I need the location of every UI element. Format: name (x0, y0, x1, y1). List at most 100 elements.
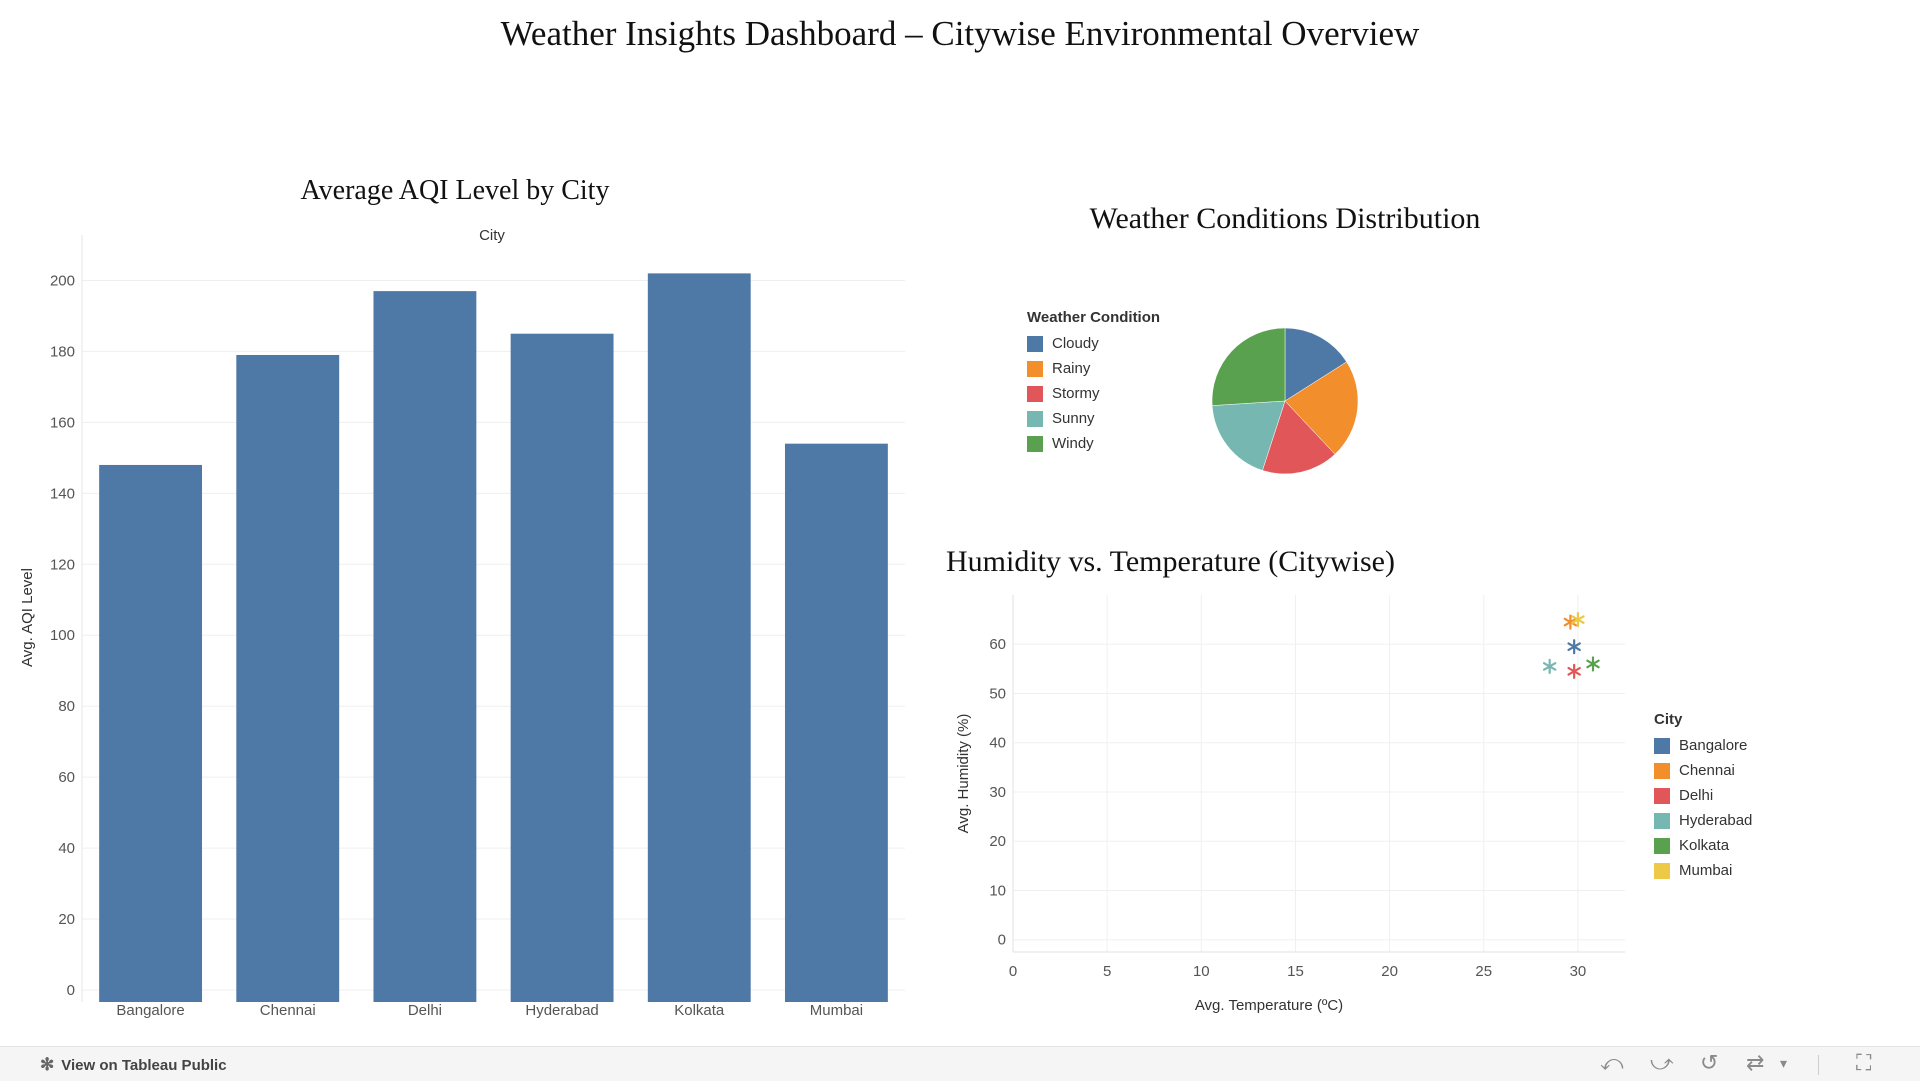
legend-label: Stormy (1052, 385, 1100, 402)
city-legend-item-hyderabad[interactable]: Hyderabad (1654, 808, 1752, 833)
bar-x-tick-label: Bangalore (116, 1002, 184, 1019)
asterisk-stroke (1542, 662, 1557, 671)
asterisk-stroke (1567, 642, 1581, 652)
scatter-point-hyderabad (1542, 658, 1557, 675)
bar-chennai (236, 354, 340, 1002)
city-legend-item-mumbai[interactable]: Mumbai (1654, 858, 1752, 883)
dashboard-title: Weather Insights Dashboard – Citywise En… (500, 14, 1420, 53)
legend-swatch (1654, 737, 1670, 754)
pie-slice-cloudy (1284, 327, 1347, 402)
bar-kolkata (647, 273, 751, 1002)
bar-y-tick-label: 140 (50, 485, 75, 502)
scatter-chart-title: Humidity vs. Temperature (Citywise) (946, 545, 1395, 578)
scatter-point-delhi (1567, 663, 1581, 679)
bar-y-tick-label: 160 (50, 414, 75, 431)
pie-legend-item-rainy[interactable]: Rainy (1027, 356, 1160, 381)
legend-label: Rainy (1052, 360, 1091, 377)
pie-slice-sunny (1211, 400, 1286, 471)
dropdown-icon[interactable]: ▾ (1780, 1055, 1788, 1071)
pie-legend-item-cloudy[interactable]: Cloudy (1027, 331, 1160, 356)
bar-chart-title: Average AQI Level by City (300, 175, 610, 206)
bar-x-tick-label: Chennai (260, 1002, 316, 1019)
scatter-x-tick-label: 5 (1103, 963, 1111, 980)
bar-y-tick-label: 100 (50, 627, 75, 644)
bar-x-tick-label: Kolkata (674, 1002, 725, 1019)
bar-y-tick-label: 80 (58, 698, 75, 715)
city-legend-item-bangalore[interactable]: Bangalore (1654, 733, 1752, 758)
bar-bangalore (99, 464, 203, 1002)
legend-swatch (1027, 335, 1043, 352)
legend-label: Mumbai (1679, 862, 1733, 879)
pie-legend-item-sunny[interactable]: Sunny (1027, 406, 1160, 431)
legend-swatch (1654, 862, 1670, 879)
scatter-y-tick-label: 50 (989, 685, 1006, 702)
scatter-y-tick-label: 0 (998, 932, 1006, 949)
scatter-y-tick-label: 10 (989, 882, 1006, 899)
pie-legend-item-stormy[interactable]: Stormy (1027, 381, 1160, 406)
legend-label: Chennai (1679, 762, 1735, 779)
city-legend-item-chennai[interactable]: Chennai (1654, 758, 1752, 783)
scatter-y-tick-label: 20 (989, 833, 1006, 850)
legend-swatch (1654, 762, 1670, 779)
city-legend-item-kolkata[interactable]: Kolkata (1654, 833, 1752, 858)
undo-icon[interactable]: ⤺ (1600, 1050, 1624, 1075)
bar-mumbai (784, 443, 888, 1002)
pie-legend-title: Weather Condition (1027, 309, 1161, 326)
legend-label: Hyderabad (1679, 812, 1753, 829)
scatter-point-chennai (1563, 614, 1578, 630)
humidity-temperature-scatter: 0 5 10 15 20 25 30 0 10 20 30 40 50 60 Avg. Temperatur… (955, 595, 1625, 1014)
bar-y-tick-label: 60 (58, 769, 75, 786)
bar-y-axis-label: Avg. AQI Level (19, 568, 36, 667)
weather-pie-chart (1211, 327, 1359, 475)
scatter-y-axis-label: Avg. Humidity (%) (955, 714, 972, 834)
bar-hyderabad (510, 333, 614, 1002)
refresh-icon[interactable]: ⇄ (1746, 1050, 1765, 1075)
legend-label: Windy (1052, 435, 1094, 452)
view-on-tableau-link[interactable]: ✻ View on Tableau Public (40, 1055, 227, 1075)
scatter-y-tick-label: 40 (989, 735, 1006, 752)
scatter-x-tick-label: 10 (1193, 963, 1210, 980)
fullscreen-icon[interactable]: ⛶ (1856, 1050, 1872, 1075)
pie-slice-rainy (1284, 361, 1359, 455)
tableau-logo-icon: ✻ (40, 1055, 55, 1074)
bar-column-header: City (479, 227, 505, 244)
legend-label: Cloudy (1052, 335, 1099, 352)
legend-swatch (1027, 360, 1043, 377)
bar-delhi (373, 291, 477, 1003)
tableau-toolbar: ✻ View on Tableau Public ⤺ ⤻ ↺ ⇄ ▾ ⛶ (0, 1046, 1920, 1081)
view-on-tableau-label: View on Tableau Public (61, 1056, 227, 1074)
legend-swatch (1654, 787, 1670, 804)
scatter-x-tick-label: 30 (1570, 963, 1587, 980)
pie-chart-title: Weather Conditions Distribution (1089, 202, 1481, 235)
legend-label: Bangalore (1679, 737, 1748, 754)
bar-y-tick-label: 0 (67, 982, 75, 999)
bar-y-tick-label: 200 (50, 272, 75, 289)
scatter-x-tick-label: 15 (1287, 963, 1304, 980)
scatter-x-tick-label: 25 (1475, 963, 1492, 980)
city-legend-title: City (1654, 711, 1683, 728)
bar-y-tick-label: 120 (50, 556, 75, 573)
scatter-point-mumbai (1571, 612, 1585, 628)
legend-label: Delhi (1679, 787, 1714, 804)
scatter-y-tick-label: 60 (989, 636, 1006, 653)
scatter-x-tick-label: 20 (1381, 963, 1398, 980)
city-legend-item-delhi[interactable]: Delhi (1654, 783, 1752, 808)
bar-y-tick-label: 180 (50, 343, 75, 360)
weather-condition-legend: Weather Condition Cloudy Rainy Stormy Sunny… (1027, 309, 1160, 456)
legend-swatch (1654, 837, 1670, 854)
pie-slice-stormy (1262, 400, 1336, 475)
legend-swatch (1027, 385, 1043, 402)
asterisk-stroke (1586, 659, 1600, 669)
aqi-bar-chart: City 0 20 40 60 80 100 120 140 160 180 200 Bangalore… (19, 227, 905, 1019)
legend-swatch (1027, 410, 1043, 427)
revert-icon[interactable]: ↺ (1700, 1050, 1719, 1075)
bar-x-tick-label: Hyderabad (525, 1002, 598, 1019)
redo-icon[interactable]: ⤻ (1650, 1050, 1674, 1075)
legend-swatch (1654, 812, 1670, 829)
scatter-y-tick-label: 30 (989, 784, 1006, 801)
bar-y-tick-label: 20 (58, 911, 75, 928)
scatter-point-bangalore (1567, 639, 1581, 655)
pie-legend-item-windy[interactable]: Windy (1027, 431, 1160, 456)
bar-y-tick-label: 40 (58, 840, 75, 857)
asterisk-stroke (1567, 666, 1581, 676)
